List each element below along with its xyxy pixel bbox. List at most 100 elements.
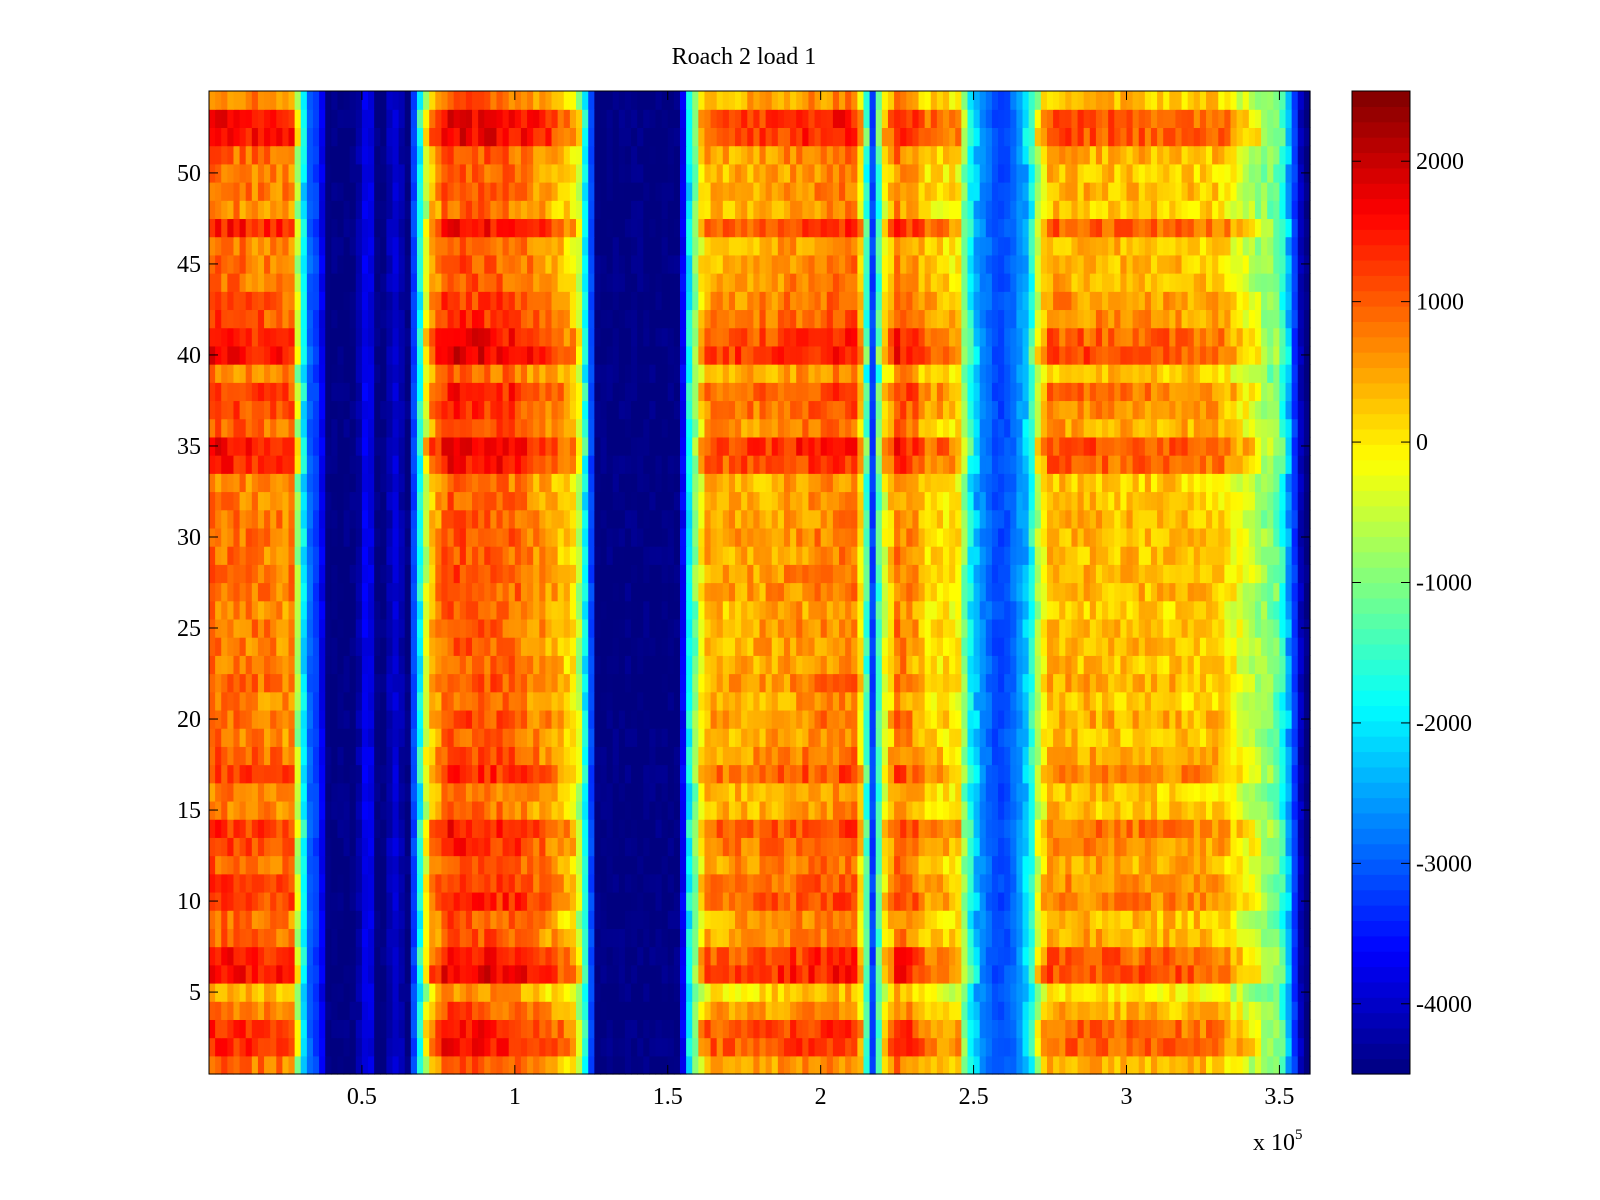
heatmap-cell — [465, 855, 473, 875]
heatmap-cell — [270, 1037, 277, 1057]
heatmap-cell — [710, 964, 718, 984]
heatmap-cell — [655, 782, 663, 802]
heatmap-cell — [514, 637, 522, 656]
heatmap-cell — [1230, 1055, 1238, 1075]
heatmap-cell — [930, 564, 938, 584]
heatmap-cell — [912, 764, 920, 784]
heatmap-cell — [753, 709, 761, 729]
heatmap-cell — [508, 891, 516, 911]
heatmap-cell — [1083, 673, 1091, 693]
heatmap-cell — [808, 691, 816, 711]
heatmap-cell — [1254, 982, 1262, 1002]
heatmap-cell — [698, 673, 706, 693]
heatmap-cell — [1132, 637, 1140, 656]
heatmap-cell — [239, 946, 247, 966]
heatmap-cell — [1034, 800, 1042, 820]
heatmap-cell — [1040, 800, 1048, 820]
heatmap-cell — [1126, 910, 1134, 929]
heatmap-cell — [1273, 637, 1281, 656]
heatmap-cell — [894, 1055, 901, 1075]
heatmap-cell — [1218, 746, 1225, 766]
heatmap-cell — [1095, 873, 1103, 893]
heatmap-cell — [1279, 637, 1287, 656]
heatmap-cell — [398, 982, 406, 1002]
heatmap-cell — [1040, 873, 1048, 893]
heatmap-cell — [221, 582, 228, 602]
heatmap-cell — [716, 746, 724, 766]
heatmap-cell — [606, 946, 614, 966]
heatmap-cell — [1254, 1001, 1262, 1020]
heatmap-cell — [875, 764, 883, 784]
heatmap-cell — [453, 946, 461, 966]
heatmap-cell — [429, 637, 436, 656]
heatmap-cell — [747, 910, 754, 929]
heatmap-cell — [423, 946, 430, 966]
heatmap-cell — [416, 1055, 424, 1075]
heatmap-cell — [851, 891, 858, 911]
heatmap-cell — [1193, 800, 1201, 820]
heatmap-cell — [374, 618, 381, 638]
heatmap-cell — [1040, 837, 1048, 857]
heatmap-cell — [955, 1055, 962, 1075]
heatmap-cell — [759, 564, 767, 584]
heatmap-cell — [906, 600, 914, 620]
heatmap-cell — [368, 873, 375, 893]
heatmap-cell — [1199, 655, 1207, 675]
heatmap-cell — [1169, 891, 1177, 911]
heatmap-cell — [649, 764, 657, 784]
heatmap-cell — [343, 673, 351, 693]
heatmap-cell — [380, 746, 387, 766]
heatmap-cell — [930, 600, 938, 620]
heatmap-cell — [416, 673, 424, 693]
heatmap-cell — [1291, 1037, 1299, 1057]
heatmap-cell — [1224, 1001, 1232, 1020]
heatmap-cell — [551, 691, 559, 711]
heatmap-cell — [686, 655, 693, 675]
heatmap-cell — [264, 800, 271, 820]
heatmap-cell — [1187, 946, 1195, 966]
heatmap-cell — [276, 728, 283, 747]
heatmap-cell — [594, 1055, 602, 1075]
heatmap-cell — [465, 946, 473, 966]
heatmap-cell — [1181, 618, 1189, 638]
heatmap-cell — [221, 1055, 228, 1075]
heatmap-cell — [1004, 782, 1011, 802]
heatmap-cell — [557, 564, 565, 584]
heatmap-cell — [1016, 891, 1024, 911]
heatmap-cell — [887, 982, 895, 1002]
heatmap-cell — [655, 800, 663, 820]
heatmap-cell — [233, 691, 241, 711]
heatmap-cell — [276, 1055, 283, 1075]
heatmap-cell — [808, 910, 816, 929]
heatmap-cell — [930, 655, 938, 675]
heatmap-cell — [606, 709, 614, 729]
heatmap-cell — [777, 837, 785, 857]
heatmap-cell — [1022, 709, 1030, 729]
heatmap-cell — [949, 782, 956, 802]
heatmap-cell — [832, 946, 840, 966]
heatmap-cell — [820, 782, 828, 802]
heatmap-cell — [673, 982, 681, 1002]
heatmap-cell — [588, 782, 595, 802]
heatmap-cell — [545, 582, 553, 602]
heatmap-cell — [832, 1037, 840, 1057]
heatmap-cell — [1206, 982, 1213, 1002]
heatmap-cell — [441, 891, 449, 911]
heatmap-cell — [936, 819, 944, 838]
heatmap-cell — [631, 837, 638, 857]
heatmap-cell — [735, 855, 742, 875]
heatmap-cell — [759, 582, 767, 602]
heatmap-cell — [1040, 564, 1048, 584]
heatmap-cell — [735, 819, 742, 838]
heatmap-cell — [233, 600, 241, 620]
heatmap-cell — [496, 946, 504, 966]
heatmap-cell — [881, 746, 889, 766]
heatmap-cell — [594, 618, 602, 638]
heatmap-cell — [257, 1001, 265, 1020]
heatmap-cell — [606, 1037, 614, 1057]
heatmap-cell — [673, 946, 681, 966]
heatmap-cell — [343, 618, 351, 638]
heatmap-cell — [943, 982, 950, 1002]
heatmap-cell — [875, 800, 883, 820]
heatmap-cell — [826, 673, 834, 693]
